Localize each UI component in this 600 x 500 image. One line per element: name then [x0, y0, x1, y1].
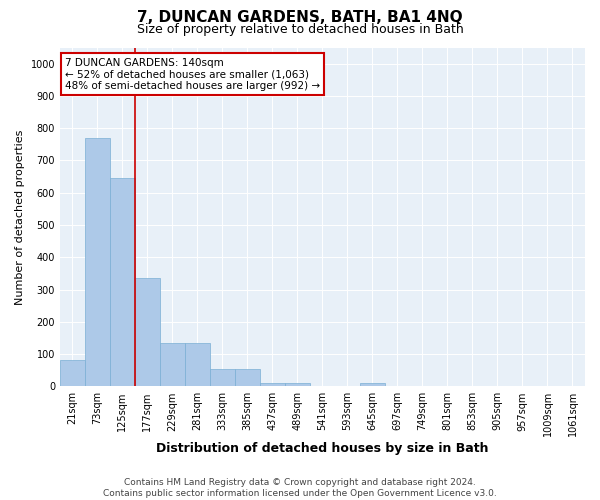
Bar [185, 343, 210, 386]
Bar [235, 368, 260, 386]
Bar [160, 343, 185, 386]
Bar [60, 360, 85, 386]
Text: 7, DUNCAN GARDENS, BATH, BA1 4NQ: 7, DUNCAN GARDENS, BATH, BA1 4NQ [137, 10, 463, 25]
Bar [360, 383, 385, 386]
Text: Contains HM Land Registry data © Crown copyright and database right 2024.
Contai: Contains HM Land Registry data © Crown c… [103, 478, 497, 498]
Y-axis label: Number of detached properties: Number of detached properties [15, 129, 25, 304]
Bar [135, 278, 160, 386]
Text: Size of property relative to detached houses in Bath: Size of property relative to detached ho… [137, 22, 463, 36]
Text: 7 DUNCAN GARDENS: 140sqm
← 52% of detached houses are smaller (1,063)
48% of sem: 7 DUNCAN GARDENS: 140sqm ← 52% of detach… [65, 58, 320, 91]
Bar [210, 368, 235, 386]
Bar [110, 178, 135, 386]
X-axis label: Distribution of detached houses by size in Bath: Distribution of detached houses by size … [156, 442, 489, 455]
Bar [85, 138, 110, 386]
Bar [260, 383, 285, 386]
Bar [285, 383, 310, 386]
